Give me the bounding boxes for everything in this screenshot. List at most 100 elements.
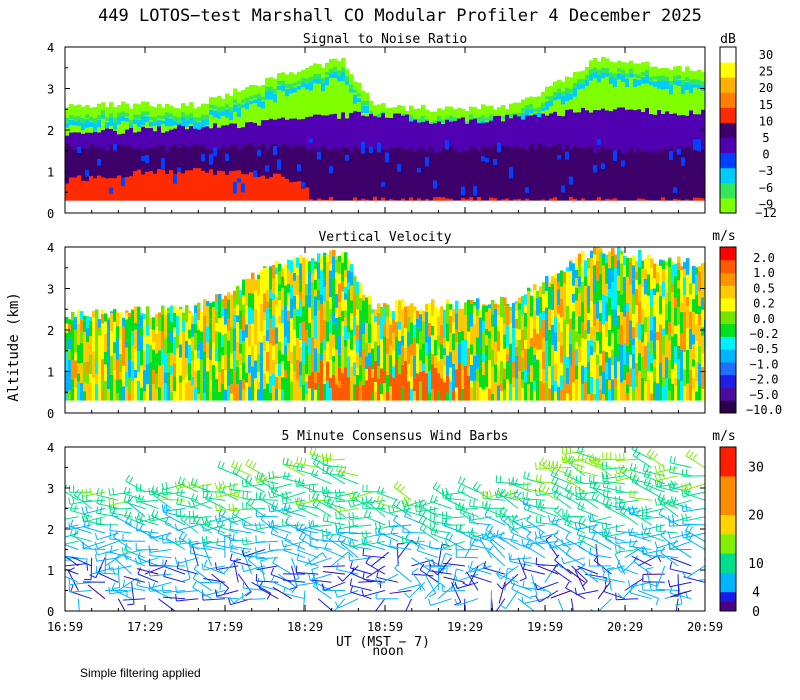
vv-cell xyxy=(197,308,201,321)
colorbar-swatch xyxy=(720,182,736,199)
vv-cell xyxy=(626,311,630,333)
vv-cell xyxy=(479,358,483,367)
wind-barb xyxy=(437,552,453,575)
wind-barb-staff xyxy=(96,549,119,556)
wind-barb-staff xyxy=(510,582,532,591)
vv-cell xyxy=(665,304,669,321)
vv-cell xyxy=(599,299,603,314)
vv-cell xyxy=(449,304,453,310)
vv-cell xyxy=(116,392,120,401)
wind-barb-staff xyxy=(272,562,292,575)
wind-barb-staff xyxy=(202,598,225,601)
snr-cell xyxy=(533,108,538,112)
snr-cell xyxy=(489,114,494,120)
wind-barb-feather xyxy=(138,515,142,523)
vv-cell xyxy=(215,294,219,301)
snr-cell xyxy=(97,120,102,128)
wind-barb xyxy=(243,520,266,534)
vv-cell xyxy=(158,387,162,401)
snr-cell xyxy=(129,119,134,127)
snr-cell xyxy=(177,167,181,173)
vv-cell xyxy=(212,321,216,343)
wind-barb-staff xyxy=(256,524,279,531)
vv-cell xyxy=(638,387,642,401)
vv-cell xyxy=(566,267,570,272)
snr-cell xyxy=(553,145,558,201)
wind-barb xyxy=(565,548,586,567)
wind-barb-feather xyxy=(495,475,498,483)
vv-cell xyxy=(215,347,219,362)
vv-cell xyxy=(212,364,216,380)
wind-barb-feather xyxy=(148,569,151,577)
vv-cell xyxy=(575,316,579,332)
snr-cell xyxy=(637,148,642,201)
vv-cell xyxy=(599,365,603,376)
snr-cell xyxy=(689,79,694,86)
wind-barb-feather xyxy=(297,543,301,551)
snr-cell xyxy=(681,157,685,166)
wind-barb-staff xyxy=(337,533,359,542)
wind-barb-staff xyxy=(312,497,332,509)
vv-cell xyxy=(614,290,618,310)
vv-cell xyxy=(83,353,87,363)
vv-cell xyxy=(275,260,279,268)
vv-cell xyxy=(593,265,597,275)
snr-cell xyxy=(565,88,570,95)
wind-barb-feather xyxy=(43,581,44,588)
wind-barb-staff xyxy=(523,477,545,485)
vv-cell xyxy=(626,258,630,277)
vv-cell xyxy=(551,392,555,401)
wind-barb-feather xyxy=(242,581,245,589)
vv-cell xyxy=(305,329,309,346)
vv-cell xyxy=(578,362,582,384)
snr-cell xyxy=(313,78,318,84)
vv-cell xyxy=(386,316,390,339)
vv-cell xyxy=(182,379,186,401)
wind-barb xyxy=(254,547,279,555)
vv-cell xyxy=(557,304,561,314)
vv-cell xyxy=(413,377,417,392)
vv-cell xyxy=(323,262,327,280)
wind-barb-feather xyxy=(418,499,422,507)
vv-cell xyxy=(230,384,234,394)
snr-cell xyxy=(309,81,314,91)
vv-cell xyxy=(332,264,336,278)
wind-barb-staff xyxy=(550,474,572,485)
snr-cell xyxy=(273,143,278,201)
wind-barb xyxy=(469,537,492,550)
vv-cell xyxy=(440,358,444,379)
vv-cell xyxy=(353,294,357,317)
vv-cell xyxy=(671,356,675,370)
vv-cell xyxy=(701,309,705,328)
snr-cell xyxy=(317,78,322,84)
vv-cell xyxy=(494,325,498,342)
vv-cell xyxy=(632,338,636,345)
vv-cell xyxy=(647,342,651,350)
snr-cell xyxy=(121,111,126,118)
wind-barb xyxy=(230,544,252,559)
vv-cell xyxy=(125,347,129,358)
wind-barb xyxy=(565,581,586,600)
wind-barb-staff xyxy=(553,569,572,583)
vv-cell xyxy=(191,393,195,401)
vv-cell xyxy=(323,255,327,263)
vv-cell xyxy=(335,307,339,318)
vv-cell xyxy=(290,351,294,364)
wind-barb-staff xyxy=(302,590,306,611)
wind-barb xyxy=(87,584,106,600)
wind-barb-feather xyxy=(250,500,255,507)
vv-cell xyxy=(692,366,696,379)
vv-cell xyxy=(269,266,273,269)
vv-cell xyxy=(185,321,189,341)
vv-cell xyxy=(185,314,189,322)
wind-barb xyxy=(174,556,199,565)
vv-cell xyxy=(575,278,579,288)
snr-cell xyxy=(601,163,605,170)
snr-cell xyxy=(69,119,74,126)
wind-barb xyxy=(65,544,79,550)
vv-cell xyxy=(209,359,213,382)
wind-barb-feather xyxy=(268,471,271,479)
vv-cell xyxy=(290,381,294,401)
wind-barb-staff xyxy=(557,598,564,611)
snr-colorbar-label: 30 xyxy=(759,48,773,62)
